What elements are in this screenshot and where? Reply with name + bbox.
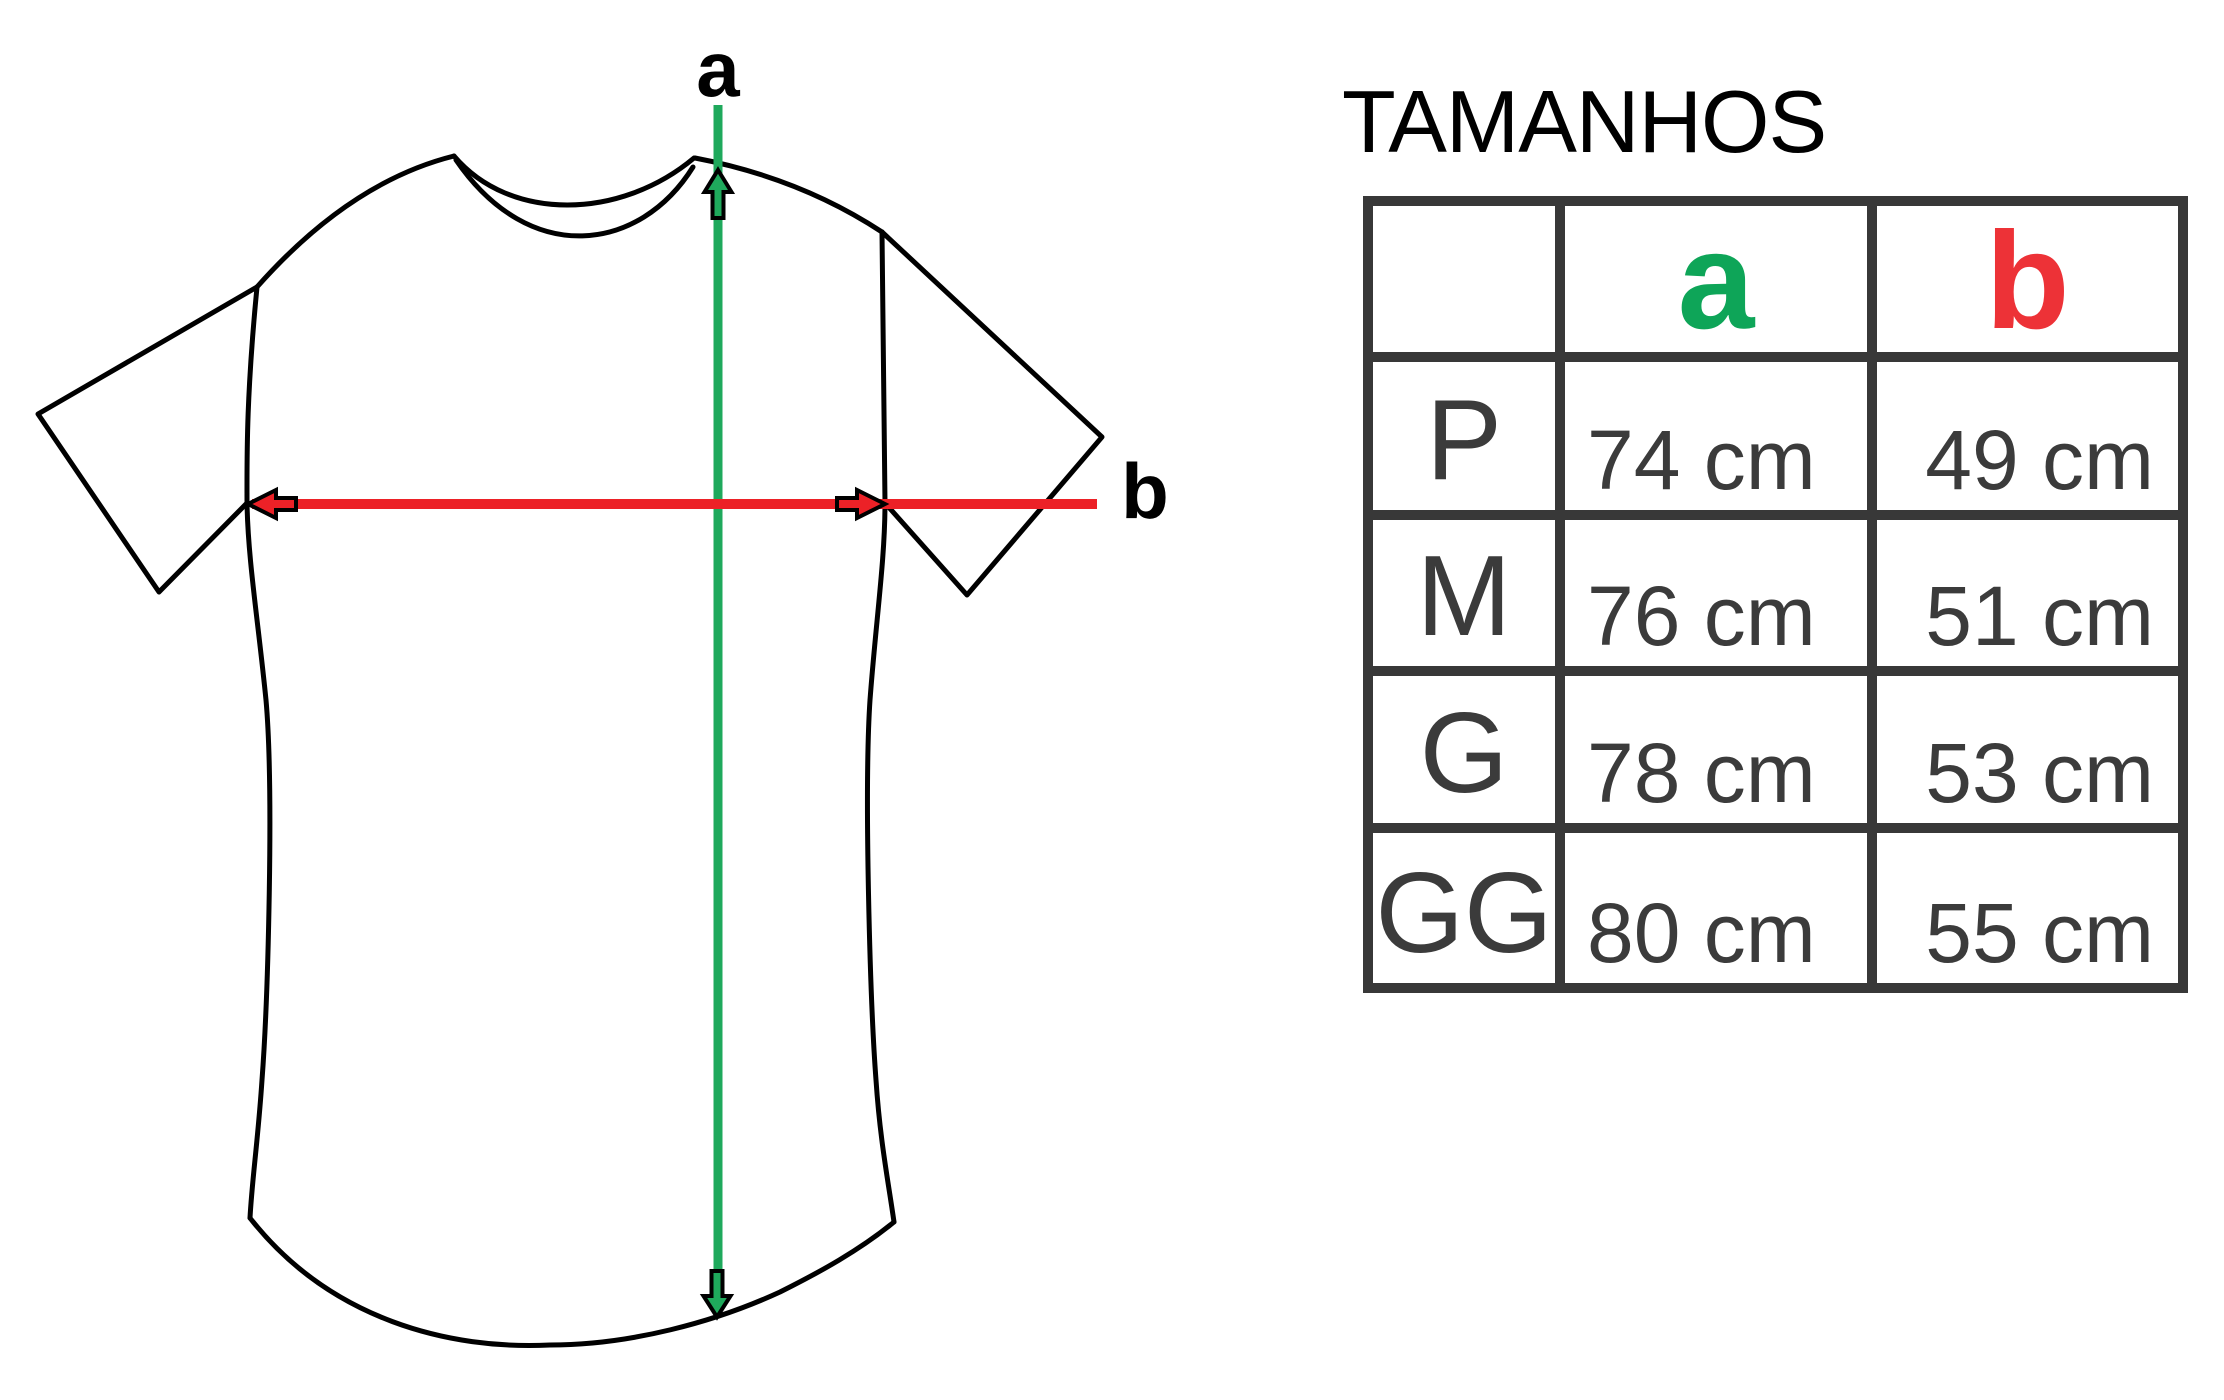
size-cell-g: G [1373,676,1555,823]
collar-inner-curve [453,157,696,239]
width-arrow-right-icon [835,486,890,522]
size-cell-gg: GG [1373,833,1555,983]
table-corner-cell [1373,206,1555,352]
length-label-a: a [696,25,740,113]
value-g-a: 78 cm [1565,676,1867,823]
left-side-seam [244,284,273,1221]
left-sleeve [35,284,260,595]
length-arrow-up-icon [700,166,736,220]
width-measure-line [243,486,1097,522]
value-p-a: 74 cm [1565,362,1867,510]
value-gg-b: 55 cm [1877,833,2178,983]
right-side-seam [865,229,897,1225]
value-gg-a: 80 cm [1565,833,1867,983]
value-m-b: 51 cm [1877,520,2178,666]
length-arrow-down-icon [699,1269,735,1321]
right-sleeve [879,229,1105,598]
width-line [252,499,1097,509]
size-table: a b P 74 cm 49 cm M 76 cm 51 cm G 78 cm … [1363,196,2188,993]
table-header-a: a [1565,206,1867,352]
left-shoulder-line [254,153,457,290]
value-p-b: 49 cm [1877,362,2178,510]
length-line [713,105,723,1272]
value-g-b: 53 cm [1877,676,2178,823]
tshirt-outline [35,153,1105,1348]
table-header-b: b [1877,206,2178,352]
width-arrow-left-icon [243,486,298,522]
length-measure-line [699,105,736,1321]
hem-curve [247,1215,897,1348]
size-table-title: TAMANHOS [1342,72,1827,171]
width-label-b: b [1121,447,1169,535]
size-cell-p: P [1373,362,1555,510]
value-m-a: 76 cm [1565,520,1867,666]
size-cell-m: M [1373,520,1555,666]
collar-outer-curve [451,153,697,208]
